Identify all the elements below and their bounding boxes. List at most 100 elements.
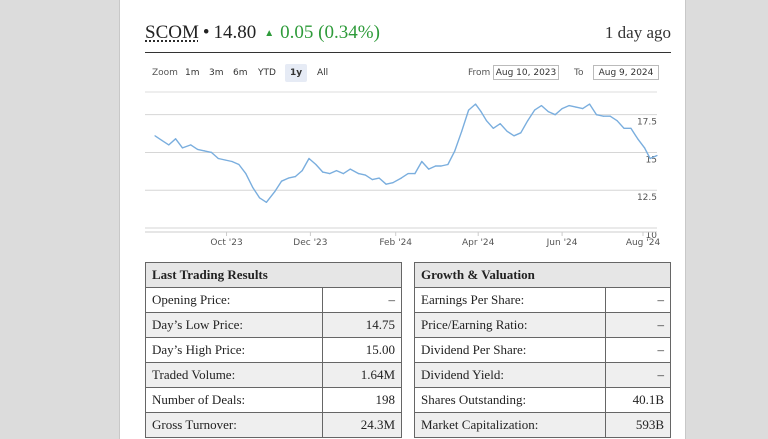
row-label: Opening Price:: [144, 287, 324, 313]
row-label: Dividend Per Share:: [414, 337, 606, 363]
table-row: Traded Volume: 1.64M: [144, 362, 402, 388]
table-row: Gross Turnover: 24.3M: [144, 412, 402, 438]
data-point: [358, 173, 360, 175]
data-point: [161, 139, 163, 141]
data-point: [175, 138, 177, 140]
data-point: [252, 186, 254, 188]
data-point: [649, 157, 651, 160]
quote-summary: SCOM • 14.80 ▲ 0.05 (0.34%): [145, 22, 380, 44]
data-point: [595, 114, 598, 116]
table-row: Dividend Per Share: –: [414, 337, 672, 363]
table-row: Number of Deals: 198: [144, 387, 402, 413]
zoom-6m-button[interactable]: 6m: [233, 68, 248, 78]
x-tick-label: Oct '23: [210, 238, 242, 248]
zoom-all-button[interactable]: All: [317, 68, 329, 78]
data-point: [364, 174, 366, 176]
row-label: Day’s High Price:: [144, 337, 324, 363]
zoom-ytd-button[interactable]: YTD: [258, 68, 276, 78]
row-value: –: [322, 287, 402, 313]
data-point: [506, 130, 508, 132]
data-point: [554, 114, 556, 116]
triangle-up-icon: ▲: [264, 28, 275, 39]
chart-range-controls: Zoom 1m 3m 6m YTD 1y All From To: [152, 64, 664, 84]
x-tick-label: Feb '24: [379, 238, 412, 248]
data-point: [181, 147, 184, 149]
data-point: [203, 150, 206, 152]
table-row: Shares Outstanding: 40.1B: [414, 387, 672, 413]
data-point: [287, 177, 289, 179]
row-label: Number of Deals:: [144, 387, 324, 413]
data-point: [280, 180, 283, 182]
to-label: To: [574, 68, 584, 78]
data-point: [582, 108, 584, 110]
data-point: [154, 135, 156, 137]
row-label: Dividend Yield:: [414, 362, 606, 388]
row-value: –: [604, 362, 672, 388]
data-point: [231, 160, 233, 163]
data-point: [547, 111, 549, 113]
data-point: [400, 177, 402, 179]
x-tick-label: Apr '24: [462, 238, 495, 248]
row-value: –: [604, 287, 672, 313]
from-date-input[interactable]: [493, 65, 559, 80]
data-point: [561, 108, 563, 110]
data-point: [623, 127, 625, 129]
row-value: 14.75: [322, 312, 402, 338]
price-chart[interactable]: 10 12.5 15 17.5 Oct '23 Dec '23 Feb '24 Apr '24…: [145, 86, 671, 256]
data-point: [414, 173, 416, 175]
data-point: [210, 151, 212, 153]
data-point: [407, 173, 409, 175]
data-point: [637, 138, 639, 140]
data-point: [197, 148, 199, 150]
zoom-1y-button[interactable]: 1y: [285, 64, 308, 82]
y-tick-label: 12.5: [637, 193, 657, 203]
y-tick-label: 10: [646, 231, 658, 241]
data-point: [245, 173, 247, 175]
zoom-1m-button[interactable]: 1m: [185, 68, 200, 78]
last-price: 14.80: [213, 22, 257, 43]
data-point: [485, 120, 488, 122]
data-point: [335, 170, 338, 172]
row-label: Market Capitalization:: [414, 412, 606, 438]
data-point: [315, 163, 317, 166]
row-label: Earnings Per Share:: [414, 287, 606, 313]
data-point: [575, 106, 577, 108]
row-label: Shares Outstanding:: [414, 387, 606, 413]
data-point: [540, 105, 543, 107]
row-label: Gross Turnover:: [144, 412, 324, 438]
from-label: From: [468, 68, 491, 78]
last-trading-results-table: Last Trading Results Opening Price: – Day…: [144, 262, 402, 438]
quote-header: SCOM • 14.80 ▲ 0.05 (0.34%) 1 day ago: [145, 18, 671, 53]
ticker-symbol[interactable]: SCOM: [145, 22, 199, 43]
row-value: 1.64M: [322, 362, 402, 388]
data-point: [378, 177, 380, 179]
data-point: [534, 109, 536, 111]
data-point: [385, 183, 387, 185]
data-point: [630, 127, 632, 129]
data-point: [224, 159, 226, 161]
data-point: [168, 144, 170, 146]
table-row: Dividend Yield: –: [414, 362, 672, 388]
data-point: [499, 123, 501, 125]
table-title: Growth & Valuation: [414, 262, 671, 288]
table-row: Earnings Per Share: –: [414, 287, 672, 313]
data-point: [644, 147, 646, 149]
table-row: Day’s High Price: 15.00: [144, 337, 402, 363]
price-change: 0.05 (0.34%): [280, 22, 380, 43]
data-point: [329, 173, 331, 175]
data-point: [238, 163, 240, 166]
data-point: [447, 163, 449, 166]
to-date-input[interactable]: [593, 65, 659, 80]
row-value: 198: [322, 387, 402, 413]
data-point: [589, 103, 591, 105]
table-row: Market Capitalization: 593B: [414, 412, 672, 438]
table-row: Opening Price: –: [144, 287, 402, 313]
row-value: 593B: [604, 412, 672, 438]
stock-quote-card: SCOM • 14.80 ▲ 0.05 (0.34%) 1 day ago Zoom 1…: [119, 0, 686, 439]
data-point: [492, 127, 494, 129]
y-tick-label: 17.5: [637, 118, 657, 128]
data-point: [474, 103, 477, 105]
zoom-3m-button[interactable]: 3m: [209, 68, 224, 78]
data-point: [274, 191, 276, 193]
x-tick-label: Aug '24: [626, 238, 661, 248]
